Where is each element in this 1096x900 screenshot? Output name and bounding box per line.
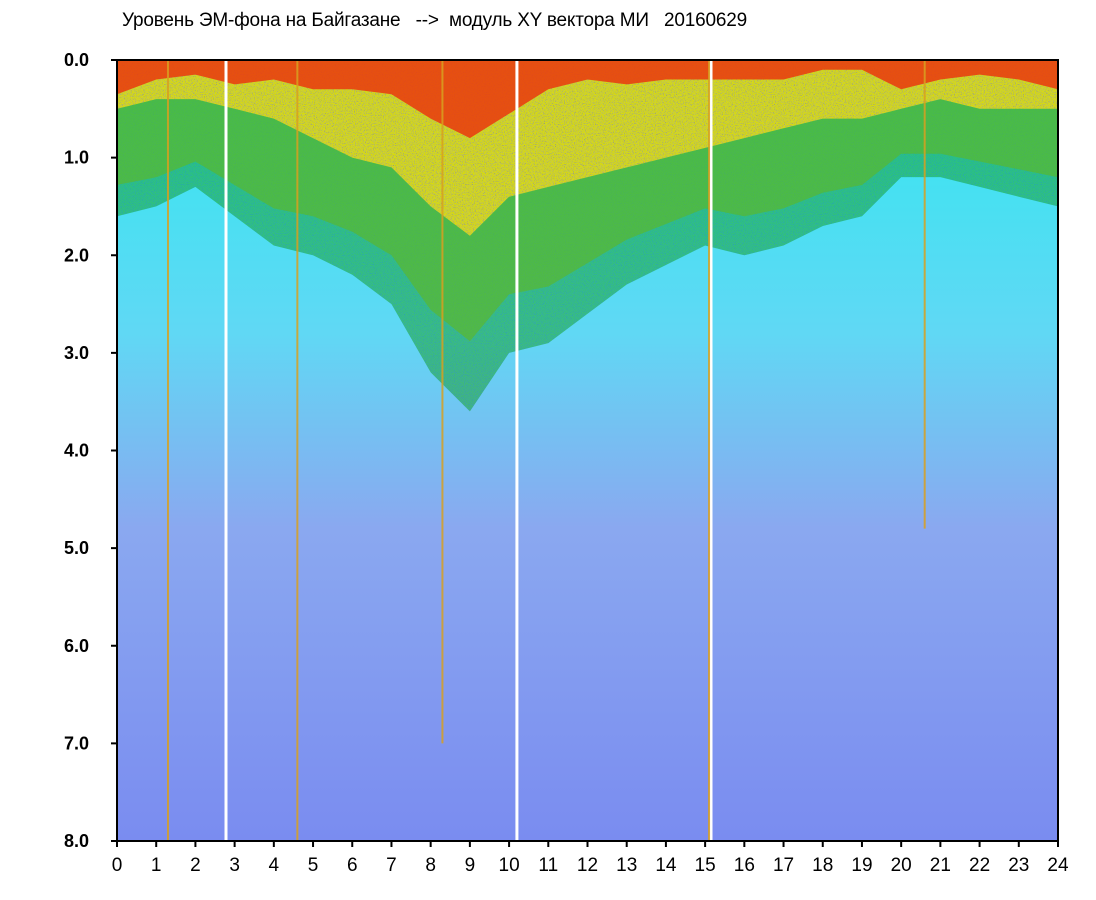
x-tick-label: 11 bbox=[538, 855, 558, 876]
x-tick-label: 8 bbox=[425, 855, 436, 876]
x-axis: 0 1 2 3 4 5 6 7 8 9 10 11 12 13 14 15 16 17 18 19 20 21 22 23 24 bbox=[112, 841, 1069, 876]
density-bands bbox=[117, 60, 1058, 412]
x-tick-label: 12 bbox=[577, 855, 598, 876]
x-tick-label: 0 bbox=[112, 855, 123, 876]
x-tick-label: 24 bbox=[1047, 855, 1069, 876]
x-tick-label: 13 bbox=[616, 855, 637, 876]
y-tick-label: 4.0 bbox=[64, 441, 89, 461]
y-tick-label: 3.0 bbox=[64, 343, 89, 363]
yellow-band bbox=[117, 60, 1058, 236]
x-tick-label: 21 bbox=[930, 855, 951, 876]
chart-title: Уровень ЭМ-фона на Байгазане --> модуль … bbox=[122, 10, 747, 31]
x-tick-label: 10 bbox=[499, 855, 520, 876]
x-tick-label: 17 bbox=[773, 855, 794, 876]
x-tick-label: 1 bbox=[151, 855, 162, 876]
x-tick-label: 9 bbox=[465, 855, 476, 876]
spike-lines bbox=[166, 60, 926, 841]
x-tick-label: 5 bbox=[308, 855, 319, 876]
x-tick-label: 3 bbox=[229, 855, 240, 876]
y-tick-label: 8.0 bbox=[64, 831, 89, 851]
y-tick-label: 6.0 bbox=[64, 636, 89, 656]
x-tick-label: 7 bbox=[386, 855, 397, 876]
x-tick-label: 23 bbox=[1008, 855, 1029, 876]
x-tick-label: 18 bbox=[812, 855, 833, 876]
y-tick-label: 2.0 bbox=[64, 245, 89, 265]
x-tick-label: 2 bbox=[190, 855, 201, 876]
x-tick-label: 15 bbox=[695, 855, 716, 876]
x-tick-label: 14 bbox=[655, 855, 677, 876]
x-tick-label: 20 bbox=[891, 855, 912, 876]
x-tick-label: 4 bbox=[269, 855, 280, 876]
y-axis: 0.0 1.0 2.0 3.0 4.0 5.0 6.0 7.0 8.0 bbox=[64, 50, 117, 851]
y-tick-label: 1.0 bbox=[64, 148, 89, 168]
plot-area bbox=[116, 59, 1059, 842]
y-tick-label: 5.0 bbox=[64, 538, 89, 558]
x-tick-label: 22 bbox=[969, 855, 990, 876]
y-tick-label: 0.0 bbox=[64, 50, 89, 70]
gap-lines bbox=[224, 60, 713, 841]
x-tick-label: 6 bbox=[347, 855, 358, 876]
x-tick-label: 16 bbox=[734, 855, 755, 876]
red-band bbox=[117, 60, 1058, 139]
x-tick-label: 19 bbox=[851, 855, 872, 876]
y-tick-label: 7.0 bbox=[64, 733, 89, 753]
